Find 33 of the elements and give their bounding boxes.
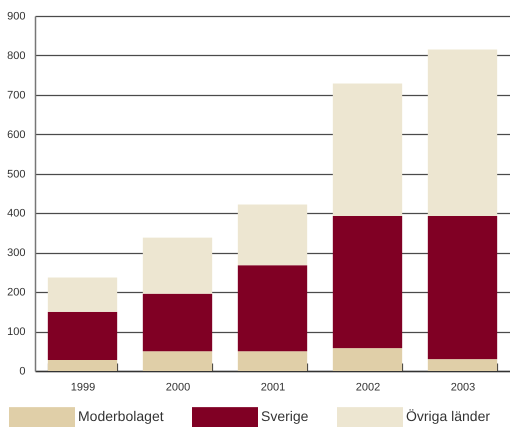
y-tick-label: 700 [7, 89, 26, 102]
x-tick-label: 2001 [260, 382, 286, 394]
y-tick-label: 100 [7, 326, 26, 338]
bar [332, 348, 402, 371]
legend-label: Moderbolaget [78, 408, 164, 424]
y-tick-label: 400 [7, 208, 26, 220]
y-tick-label: 800 [7, 50, 26, 62]
y-tick-label: 600 [7, 128, 26, 141]
bar [428, 50, 498, 216]
y-tick-label: 500 [7, 168, 26, 180]
bar [142, 294, 212, 352]
bar [48, 360, 118, 371]
bar [238, 351, 308, 371]
bar [48, 312, 118, 360]
bar [332, 216, 402, 348]
y-tick-label: 200 [7, 286, 26, 299]
y-tick-label: 300 [7, 247, 26, 260]
x-tick-label: 2002 [356, 382, 380, 394]
x-tick-label: 2000 [166, 382, 190, 394]
x-tick-label: 2003 [450, 382, 476, 394]
bar [48, 278, 118, 312]
bar [142, 238, 212, 294]
legend-label: Övriga länder [406, 408, 490, 424]
bar [428, 216, 498, 360]
legend-label: Sverige [261, 408, 309, 424]
bar [238, 204, 308, 266]
y-tick-label: 0 [19, 366, 26, 378]
bar [142, 351, 212, 371]
bar [332, 83, 402, 216]
x-tick-label: 1999 [70, 382, 96, 394]
bar [238, 265, 308, 352]
bar [428, 359, 498, 371]
y-tick-label: 900 [7, 10, 26, 22]
